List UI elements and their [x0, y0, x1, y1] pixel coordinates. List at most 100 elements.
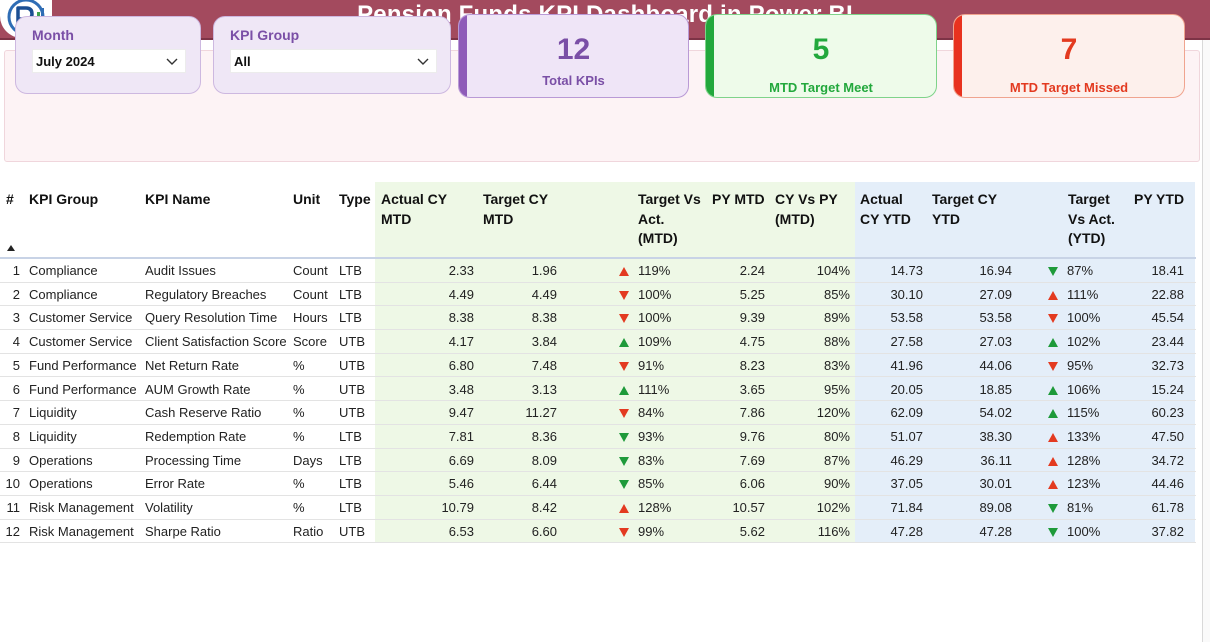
triangle-up-icon	[1048, 456, 1058, 466]
cell-cy-vs-py-mtd: 90%	[823, 476, 850, 492]
col-header-unit[interactable]: Unit	[293, 191, 321, 207]
cell-target-vs-act-mtd: 119%	[638, 263, 671, 278]
cell-target-vs-act-mtd: 100%	[638, 310, 672, 326]
table-row[interactable]: 2 Compliance Regulatory Breaches Count LTB 4.…	[0, 283, 1196, 307]
table-row[interactable]: 10 Operations Error Rate% LTB 5.46 6.44 85% 6.0…	[0, 472, 1196, 496]
month-slicer-label: Month	[32, 27, 74, 43]
cell-unit: Hours	[293, 310, 328, 326]
cell-kpi-name: Cash Reserve Ratio	[145, 405, 262, 421]
cell-unit: %	[293, 357, 305, 373]
table-row[interactable]: 4 Customer Service Client Satisfaction Sco…	[0, 330, 1196, 354]
triangle-down-icon	[1048, 314, 1058, 324]
cell-target-vs-act-mtd: 100%	[638, 286, 672, 302]
cell-py-mtd: 3.65	[739, 381, 765, 397]
cell-actual-cy-ytd: 30.10	[890, 286, 923, 302]
col-header-target-vs-act-mtd[interactable]: Target Vs Act. (MTD)	[638, 191, 701, 246]
table-row[interactable]: 1 Compliance Audit Issues Count LTB 2.33 1.96 1…	[0, 259, 1196, 283]
cell-target-vs-act-ytd: 100%	[1067, 523, 1101, 539]
table-row[interactable]: 12 Risk Management Sharpe Ratio Ratio UTB 6.5…	[0, 520, 1196, 544]
cell-kpi-group: Operations	[29, 452, 93, 468]
triangle-down-icon	[619, 314, 629, 324]
row-divider	[0, 376, 1196, 378]
cell-target-vs-act-ytd: 115%	[1067, 405, 1100, 421]
cell-actual-cy-mtd: 6.53	[448, 523, 474, 539]
cell-py-mtd: 2.24	[739, 263, 765, 278]
cell-py-ytd: 44.46	[1151, 476, 1184, 492]
cell-kpi-name: AUM Growth Rate	[145, 381, 251, 397]
row-divider	[0, 329, 1196, 331]
table-row[interactable]: 3 Customer Service Query Resolution Time Ho…	[0, 306, 1196, 331]
triangle-up-icon	[1048, 338, 1058, 348]
col-header-actual-cy-ytd[interactable]: Actual CY YTD	[860, 191, 911, 227]
table-row[interactable]: 8 Liquidity Redemption Rate% LTB 7.81 8.36 93%…	[0, 425, 1196, 449]
table-row[interactable]: 7 Liquidity Cash Reserve Ratio% UTB 9.47 11.2…	[0, 401, 1196, 425]
mtd-column-band	[375, 182, 855, 542]
cell-target-vs-act-mtd: 91%	[638, 357, 665, 373]
triangle-down-icon	[619, 290, 629, 300]
cell-index: 9	[12, 452, 20, 468]
cell-target-cy-mtd: 6.44	[531, 476, 557, 492]
col-header-index[interactable]: #	[6, 191, 14, 207]
col-header-target-vs-act-ytd[interactable]: Target Vs Act. (YTD)	[1068, 191, 1115, 246]
month-dropdown[interactable]: July 2024	[32, 49, 186, 73]
cell-actual-cy-mtd: 3.48	[448, 381, 474, 397]
scroll-edge	[1202, 40, 1210, 642]
cell-type: LTB	[339, 428, 362, 444]
cell-py-ytd: 45.54	[1151, 310, 1184, 326]
cell-target-cy-ytd: 16.94	[979, 263, 1012, 278]
chevron-down-icon[interactable]	[165, 54, 179, 68]
cell-cy-vs-py-mtd: 104%	[816, 263, 850, 278]
cell-index: 3	[12, 310, 20, 326]
row-divider	[0, 494, 1196, 496]
cell-kpi-name: Query Resolution Time	[145, 310, 278, 326]
cell-actual-cy-ytd: 41.96	[890, 357, 923, 373]
col-header-kpi-group[interactable]: KPI Group	[29, 191, 99, 207]
cell-py-ytd: 47.50	[1151, 428, 1184, 444]
total-kpis-label: Total KPIs	[542, 73, 605, 88]
col-header-py-mtd[interactable]: PY MTD	[712, 191, 765, 207]
cell-kpi-group: Compliance	[29, 263, 98, 278]
month-value: July 2024	[36, 54, 95, 69]
cell-unit: Days	[293, 452, 323, 468]
cell-kpi-group: Liquidity	[29, 428, 77, 444]
cell-kpi-name: Error Rate	[145, 476, 205, 492]
cell-target-vs-act-mtd: 84%	[638, 405, 665, 421]
cell-target-cy-mtd: 11.27	[525, 405, 557, 421]
cell-actual-cy-ytd: 37.05	[890, 476, 923, 492]
cell-cy-vs-py-mtd: 85%	[823, 286, 850, 302]
kpi-group-slicer-label: KPI Group	[230, 27, 300, 43]
cell-kpi-name: Redemption Rate	[145, 428, 247, 444]
cell-target-vs-act-ytd: 133%	[1067, 428, 1101, 444]
row-divider	[0, 281, 1196, 283]
month-slicer[interactable]: Month July 2024	[15, 16, 201, 94]
cell-type: UTB	[339, 523, 365, 539]
col-header-target-cy-ytd[interactable]: Target CY YTD	[932, 191, 997, 227]
cell-unit: %	[293, 381, 305, 397]
triangle-up-icon	[1048, 409, 1058, 419]
cell-actual-cy-mtd: 9.47	[448, 405, 474, 421]
col-header-kpi-name[interactable]: KPI Name	[145, 191, 211, 207]
cell-index: 8	[12, 428, 20, 444]
col-header-py-ytd[interactable]: PY YTD	[1134, 191, 1185, 207]
table-row[interactable]: 5 Fund Performance Net Return Rate% UTB 6.80…	[0, 354, 1196, 378]
kpi-group-dropdown[interactable]: All	[230, 49, 437, 73]
row-divider	[0, 471, 1196, 473]
cell-target-vs-act-ytd: 123%	[1067, 476, 1101, 492]
cell-index: 6	[12, 381, 20, 397]
table-row[interactable]: 6 Fund Performance AUM Growth Rate% UTB 3.48…	[0, 378, 1196, 402]
table-row[interactable]: 11 Risk Management Volatility% LTB 10.79 8.42…	[0, 496, 1196, 520]
table-row[interactable]: 9 Operations Processing Time Days LTB 6.69 8.0…	[0, 449, 1196, 473]
col-header-target-cy-mtd[interactable]: Target CY MTD	[483, 191, 548, 227]
kpi-group-slicer[interactable]: KPI Group All	[213, 16, 451, 94]
cell-unit: Score	[293, 334, 327, 350]
triangle-down-icon	[1048, 361, 1058, 371]
row-divider	[0, 447, 1196, 449]
col-header-cy-vs-py-mtd[interactable]: CY Vs PY (MTD)	[775, 191, 838, 227]
chevron-down-icon[interactable]	[416, 54, 430, 68]
col-header-actual-cy-mtd[interactable]: Actual CY MTD	[381, 191, 447, 227]
col-header-type[interactable]: Type	[339, 191, 371, 207]
mtd-target-missed-card: 7 MTD Target Missed	[953, 14, 1185, 98]
sort-ascending-icon[interactable]	[7, 245, 15, 251]
cell-cy-vs-py-mtd: 89%	[823, 310, 850, 326]
cell-cy-vs-py-mtd: 95%	[823, 381, 850, 397]
